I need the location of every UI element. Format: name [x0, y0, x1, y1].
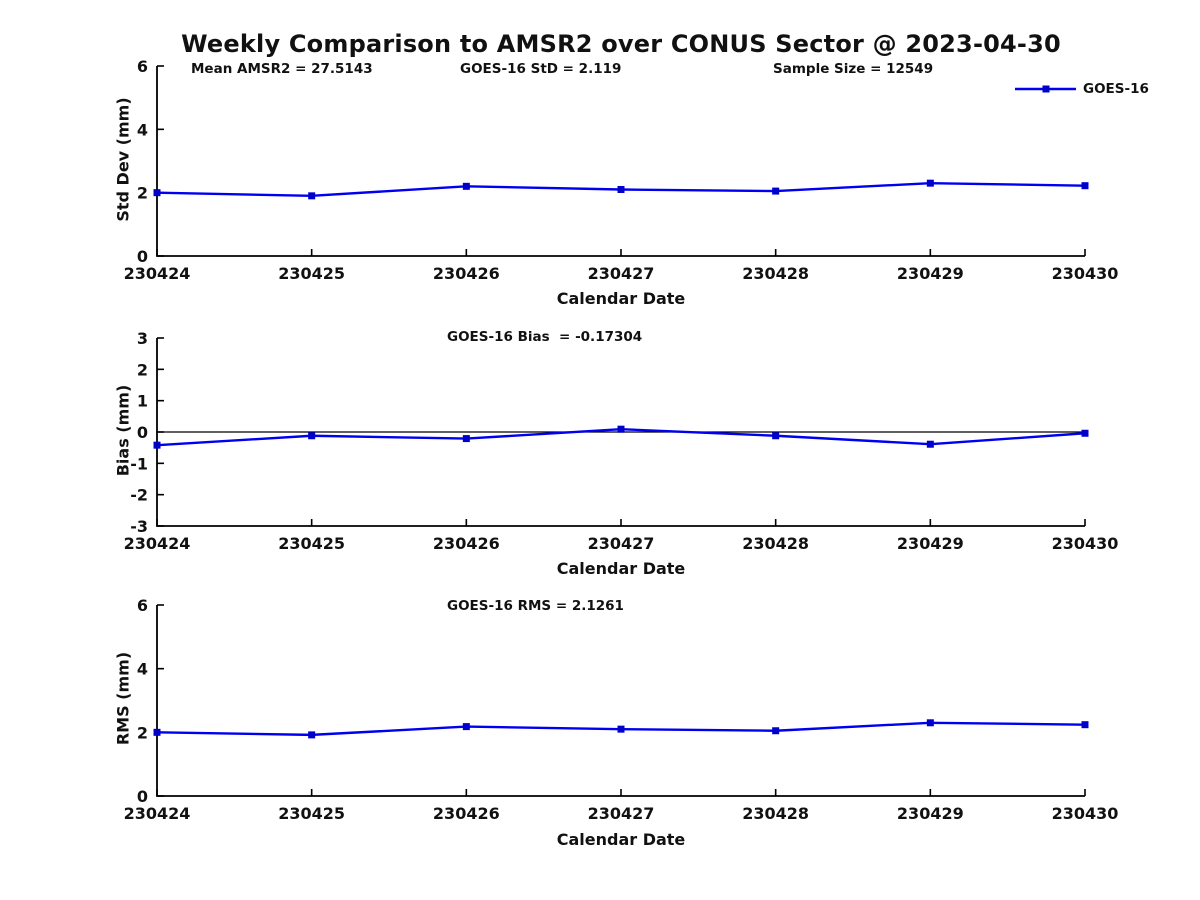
data-point-marker	[617, 725, 625, 733]
chart-title: Weekly Comparison to AMSR2 over CONUS Se…	[181, 30, 1061, 58]
y-tick-label: -3	[130, 517, 148, 536]
x-tick-label: 230430	[1052, 534, 1119, 553]
x-tick-label: 230426	[433, 264, 500, 283]
y-axis-label-std-dev: Std Dev (mm)	[113, 97, 133, 222]
x-tick-label: 230425	[278, 264, 345, 283]
panel-bias: -3 -2 -1 0 1 2 3 230424 230425 230426 230427 230428…	[124, 329, 1119, 553]
data-point-marker	[617, 425, 625, 433]
x-axis-label-panel1: Calendar Date	[556, 289, 686, 308]
y-tick-label: 0	[137, 787, 148, 806]
x-tick-label: 230428	[742, 264, 809, 283]
x-tick-label: 230425	[278, 804, 345, 823]
y-tick-label: 1	[137, 392, 148, 411]
data-point-marker	[153, 728, 161, 736]
data-point-marker	[772, 432, 780, 440]
x-tick-label: 230429	[897, 804, 964, 823]
y-tick-label: -1	[130, 454, 148, 473]
y-tick-label: 3	[137, 329, 148, 348]
x-tick-label: 230429	[897, 534, 964, 553]
data-point-marker	[1081, 721, 1089, 729]
x-axis-label-panel2: Calendar Date	[556, 559, 686, 578]
data-point-marker	[308, 731, 316, 739]
y-tick-label: 2	[137, 184, 148, 203]
x-tick-label: 230427	[588, 264, 655, 283]
panel-std-dev: 0 2 4 6 230424 230425 230426 230427 230428 230429…	[124, 57, 1119, 283]
annotation-goes16-bias: GOES-16 Bias = -0.17304	[447, 329, 643, 345]
annotation-mean-amsr2: Mean AMSR2 = 27.5143	[191, 61, 373, 77]
x-axis-label-panel3: Calendar Date	[556, 830, 686, 849]
annotation-goes16-rms: GOES-16 RMS = 2.1261	[447, 598, 624, 614]
legend-label: GOES-16	[1083, 81, 1149, 97]
x-tick-label: 230426	[433, 804, 500, 823]
data-point-marker	[462, 182, 470, 190]
y-tick-label: 2	[137, 360, 148, 379]
data-point-marker	[462, 435, 470, 443]
legend	[1015, 85, 1076, 93]
x-tick-label: 230424	[124, 804, 191, 823]
annotation-goes16-std: GOES-16 StD = 2.119	[460, 61, 622, 77]
y-axis-label-bias: Bias (mm)	[113, 384, 133, 477]
data-point-marker	[1081, 182, 1089, 190]
data-point-marker	[772, 727, 780, 735]
x-tick-label: 230429	[897, 264, 964, 283]
x-tick-label: 230430	[1052, 804, 1119, 823]
y-tick-label: 4	[137, 660, 148, 679]
data-point-marker	[153, 189, 161, 197]
axis-spine	[156, 605, 1085, 797]
y-tick-label: 2	[137, 723, 148, 742]
x-tick-label: 230427	[588, 804, 655, 823]
panel-rms: 0 2 4 6 230424 230425 230426 230427 230428 230429…	[124, 596, 1119, 823]
x-tick-label: 230424	[124, 534, 191, 553]
legend-marker	[1042, 85, 1050, 93]
data-point-marker	[153, 441, 161, 449]
annotation-sample-size: Sample Size = 12549	[773, 61, 934, 77]
data-point-marker	[617, 186, 625, 193]
x-tick-label: 230430	[1052, 264, 1119, 283]
y-tick-label: 6	[137, 596, 148, 615]
y-tick-label: 0	[137, 423, 148, 442]
y-axis-label-rms: RMS (mm)	[113, 651, 133, 746]
data-point-marker	[308, 192, 316, 200]
y-tick-label: 4	[137, 120, 148, 139]
y-tick-label: -2	[130, 486, 148, 505]
y-tick-label: 6	[137, 57, 148, 76]
data-point-marker	[462, 723, 470, 731]
axis-spine	[156, 66, 1085, 257]
data-point-marker	[772, 187, 780, 195]
x-tick-label: 230428	[742, 534, 809, 553]
x-tick-label: 230428	[742, 804, 809, 823]
data-point-marker	[926, 179, 934, 187]
x-tick-label: 230425	[278, 534, 345, 553]
x-tick-label: 230424	[124, 264, 191, 283]
data-point-marker	[1081, 429, 1089, 437]
x-tick-label: 230427	[588, 534, 655, 553]
y-tick-label: 0	[137, 247, 148, 266]
data-point-marker	[926, 440, 934, 448]
data-point-marker	[926, 719, 934, 727]
x-tick-label: 230426	[433, 534, 500, 553]
data-point-marker	[308, 432, 316, 440]
